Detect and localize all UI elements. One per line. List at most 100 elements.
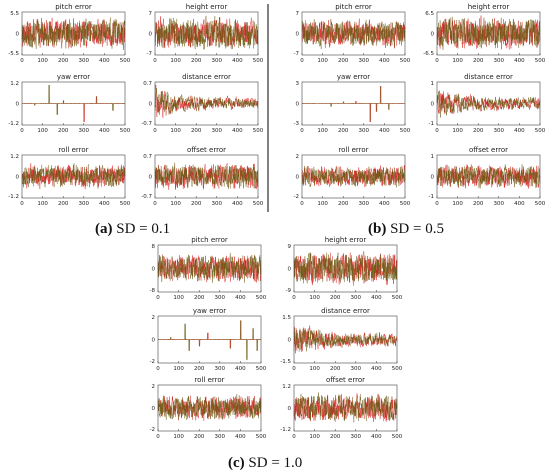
chart-sd-0-1-distance-error-xtick-label: 200	[191, 128, 202, 134]
chart-sd-0-5-distance-error-xtick-label: 0	[435, 128, 439, 134]
chart-sd-0-1-roll-error-xtick-label: 100	[37, 201, 48, 207]
chart-sd-0-1-height-error-frame	[154, 11, 259, 56]
chart-sd-0-1-distance-error-xtick-label: 100	[170, 128, 181, 134]
chart-sd-1-0-offset-error-ytick-label: 0	[288, 406, 292, 412]
chart-sd-0-5-height-error-ytick-label: -6.5	[423, 51, 434, 57]
chart-sd-0-1-yaw-error-xtick-label: 400	[99, 128, 110, 134]
chart-sd-1-0-roll-error-ytick-label: -2	[150, 427, 155, 433]
chart-sd-0-5-height-error-frame	[436, 11, 541, 56]
chart-sd-1-0-pitch-error-xtick-label: 100	[173, 295, 184, 301]
chart-sd-1-0-pitch-error-ytick-label: -8	[150, 288, 156, 294]
chart-sd-0-5-pitch-error-ytick-label: 7	[296, 11, 300, 17]
chart-sd-0-5-roll-error-series-olive	[301, 165, 406, 188]
caption-a-label: (a)	[95, 221, 113, 237]
chart-sd-1-0-offset-error-xtick-label: 200	[330, 434, 341, 440]
chart-sd-0-1-distance-error-xtick-label: 0	[153, 128, 157, 134]
chart-sd-0-5-height-error-ytick-label: 6.5	[425, 11, 434, 17]
chart-sd-0-5-yaw-error-ytick-label: 0	[296, 102, 300, 108]
chart-sd-0-1-offset-error-ytick-label: 0	[149, 175, 153, 181]
chart-sd-0-1-offset-error-frame	[154, 154, 259, 199]
chart-sd-0-5-distance-error-xtick-label: 100	[452, 128, 463, 134]
chart-sd-0-1-distance-error-title: distance error	[182, 73, 231, 81]
chart-sd-1-0-distance-error-xtick-label: 100	[309, 366, 320, 372]
chart-sd-0-1-offset-error-xtick-label: 400	[232, 201, 243, 207]
chart-sd-0-1-offset-error-title: offset error	[187, 146, 226, 154]
chart-sd-0-5-pitch-error-xtick-label: 300	[359, 58, 370, 64]
chart-sd-1-0-pitch-error-xtick-label: 500	[256, 295, 267, 301]
chart-sd-0-5-yaw-error-series-olive	[302, 86, 406, 123]
chart-sd-0-5-offset-error-series-red	[436, 164, 541, 189]
chart-sd-0-5-offset-error-ytick-label: 0	[431, 175, 435, 181]
chart-sd-0-5-height-error-xtick-label: 0	[435, 58, 439, 64]
chart-sd-1-0-offset-error-xtick-label: 0	[292, 434, 296, 440]
chart-sd-0-5-pitch-error-xtick-label: 500	[400, 58, 411, 64]
caption-b-label: (b)	[368, 221, 386, 237]
chart-sd-1-0-distance-error-ytick-label: 1.5	[282, 315, 291, 321]
chart-sd-1-0-offset-error-title: offset error	[326, 376, 365, 384]
chart-sd-0-1-pitch-error-ytick-label: -5.5	[8, 51, 19, 57]
chart-sd-1-0-yaw-error-xtick-label: 500	[256, 366, 267, 372]
caption-b: (b) SD = 0.5	[368, 221, 444, 237]
chart-sd-1-0-yaw-error-ytick-label: 0	[152, 338, 156, 344]
chart-sd-0-1-height-error-ytick-label: 7	[149, 11, 153, 17]
chart-sd-0-1-roll-error-ytick-label: -1.2	[8, 194, 19, 200]
chart-sd-0-5-height-error-xtick-label: 100	[452, 58, 463, 64]
chart-sd-1-0-roll-error-xtick-label: 100	[173, 434, 184, 440]
chart-sd-0-5-offset-error-frame	[436, 154, 541, 199]
chart-sd-0-5-offset-error-xtick-label: 500	[535, 201, 546, 207]
chart-sd-0-1-distance-error-frame	[154, 81, 259, 126]
chart-sd-0-5-distance-error-series-red	[436, 92, 541, 115]
chart-sd-0-1-pitch-error-title: pitch error	[55, 3, 92, 11]
chart-sd-0-1-offset-error-xtick-label: 100	[170, 201, 181, 207]
chart-sd-0-5-yaw-error-xtick-label: 500	[400, 128, 411, 134]
chart-sd-0-1-yaw-error-frame	[21, 81, 126, 126]
chart-sd-1-0-yaw-error-title: yaw error	[193, 307, 226, 315]
chart-sd-0-5-roll-error-xtick-label: 0	[300, 201, 304, 207]
chart-sd-0-5-distance-error-ytick-label: 0	[431, 102, 435, 108]
chart-sd-1-0-height-error-xtick-label: 300	[351, 295, 362, 301]
chart-sd-1-0-height-error-xtick-label: 200	[330, 295, 341, 301]
chart-sd-1-0-offset-error-ytick-label: -1.2	[280, 427, 291, 433]
chart-sd-0-1-roll-error-series-olive	[21, 163, 126, 189]
chart-sd-1-0-yaw-error-xtick-label: 300	[215, 366, 226, 372]
chart-sd-0-1-distance-error-xtick-label: 500	[253, 128, 264, 134]
chart-sd-0-5-yaw-error-ytick-label: -3	[294, 121, 300, 127]
chart-sd-0-5-yaw-error-xtick-label: 200	[338, 128, 349, 134]
chart-sd-0-1-roll-error-xtick-label: 300	[79, 201, 90, 207]
chart-sd-0-5-roll-error-ytick-label: 2	[296, 154, 300, 160]
chart-sd-1-0-distance-error-ytick-label: -1.5	[280, 359, 291, 365]
chart-sd-0-1-height-error-ytick-label: -7	[147, 51, 153, 57]
chart-sd-1-0-pitch-error-xtick-label: 300	[215, 295, 226, 301]
chart-sd-1-0-distance-error-xtick-label: 300	[351, 366, 362, 372]
chart-sd-0-5-yaw-error-xtick-label: 100	[317, 128, 328, 134]
chart-sd-1-0-distance-error-xtick-label: 200	[330, 366, 341, 372]
chart-sd-0-5-pitch-error-xtick-label: 100	[317, 58, 328, 64]
caption-c-text: SD = 1.0	[248, 455, 302, 471]
chart-sd-1-0-pitch-error-series-olive	[157, 252, 262, 283]
chart-sd-1-0-roll-error-ytick-label: 0	[152, 406, 156, 412]
chart-sd-1-0-yaw-error-ytick-label: -2	[150, 359, 155, 365]
chart-sd-1-0-roll-error-xtick-label: 0	[156, 434, 160, 440]
chart-sd-0-5-distance-error-xtick-label: 500	[535, 128, 546, 134]
chart-sd-0-1-height-error-xtick-label: 200	[191, 58, 202, 64]
chart-sd-0-5-roll-error-xtick-label: 100	[317, 201, 328, 207]
chart-sd-1-0-pitch-error-xtick-label: 400	[235, 295, 246, 301]
chart-sd-0-5-offset-error-xtick-label: 200	[473, 201, 484, 207]
chart-sd-0-5-height-error-xtick-label: 400	[514, 58, 525, 64]
chart-sd-0-5-offset-error-series-olive	[436, 164, 541, 189]
chart-sd-1-0-roll-error-title: roll error	[194, 376, 224, 384]
chart-sd-1-0-offset-error-frame	[293, 384, 398, 432]
